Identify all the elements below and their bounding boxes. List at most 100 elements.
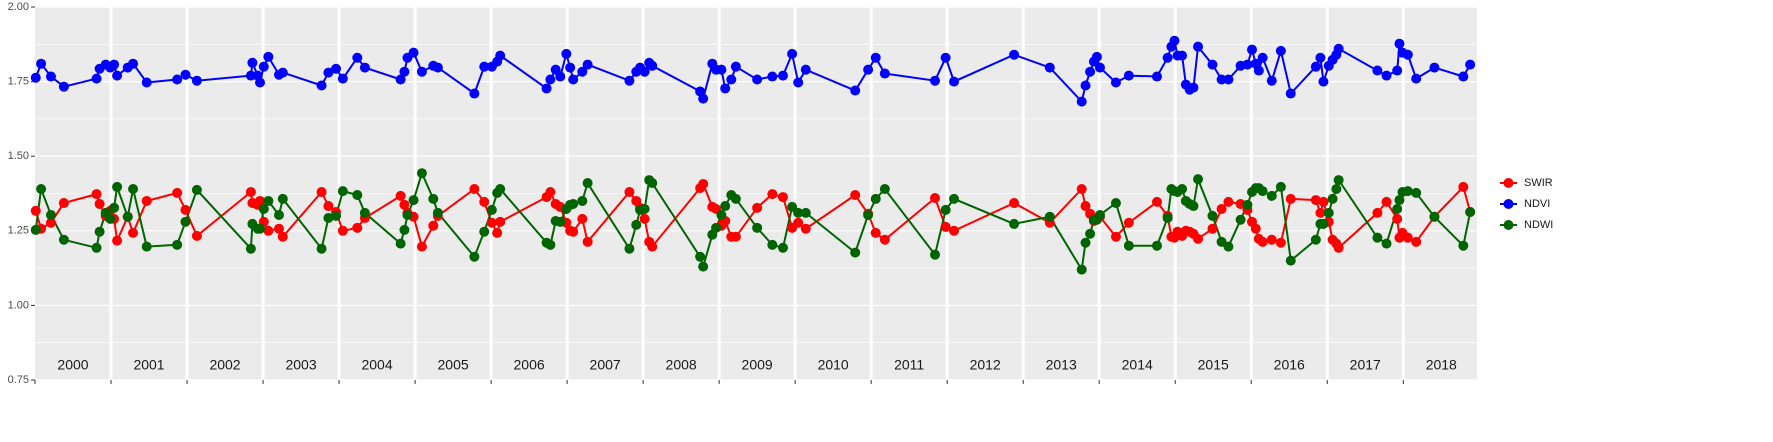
- data-point: [1223, 241, 1234, 252]
- y-tick-label: 1.25: [8, 225, 29, 237]
- data-point: [698, 93, 709, 104]
- data-point: [316, 243, 327, 254]
- data-point: [1411, 236, 1422, 247]
- data-point: [128, 227, 139, 238]
- data-point: [1207, 223, 1218, 234]
- data-point: [399, 224, 410, 235]
- data-point: [45, 217, 56, 228]
- data-point: [800, 223, 811, 234]
- legend-label: NDVI: [1524, 198, 1550, 210]
- data-point: [245, 243, 256, 254]
- data-point: [191, 184, 202, 195]
- data-point: [58, 198, 69, 209]
- y-tick-label: 2.00: [8, 1, 29, 13]
- data-point: [1429, 62, 1440, 73]
- data-point: [1169, 35, 1180, 46]
- data-point: [639, 213, 650, 224]
- data-point: [1257, 186, 1268, 197]
- data-point: [1318, 218, 1329, 229]
- data-point: [323, 201, 334, 212]
- year-label: 2003: [285, 357, 316, 373]
- data-point: [1372, 207, 1383, 218]
- data-point: [800, 207, 811, 218]
- data-point: [1327, 193, 1338, 204]
- data-point: [698, 261, 709, 272]
- data-point: [263, 51, 274, 62]
- data-point: [1392, 65, 1403, 76]
- data-point: [1458, 71, 1469, 82]
- data-point: [1177, 184, 1188, 195]
- data-point: [1177, 50, 1188, 61]
- data-point: [1285, 255, 1296, 266]
- data-point: [245, 70, 256, 81]
- data-point: [352, 52, 363, 63]
- data-point: [777, 192, 788, 203]
- data-point: [263, 225, 274, 236]
- data-point: [109, 202, 120, 213]
- year-label: 2016: [1274, 357, 1305, 373]
- data-point: [561, 48, 572, 59]
- data-point: [395, 190, 406, 201]
- data-point: [1009, 198, 1020, 209]
- data-point: [247, 57, 258, 68]
- data-point: [716, 209, 727, 220]
- data-point: [1188, 82, 1199, 93]
- data-point: [1257, 236, 1268, 247]
- data-point: [1009, 49, 1020, 60]
- data-point: [1076, 96, 1087, 107]
- data-point: [940, 204, 951, 215]
- data-point: [469, 251, 480, 262]
- data-point: [408, 47, 419, 58]
- data-point: [1381, 70, 1392, 81]
- data-point: [1216, 74, 1227, 85]
- data-point: [930, 75, 941, 86]
- data-point: [316, 80, 327, 91]
- data-point: [752, 202, 763, 213]
- data-point: [1085, 66, 1096, 77]
- data-point: [1381, 196, 1392, 207]
- data-point: [577, 195, 588, 206]
- data-point: [1402, 49, 1413, 60]
- data-point: [180, 204, 191, 215]
- data-point: [258, 61, 269, 72]
- data-point: [479, 226, 490, 237]
- data-point: [94, 226, 105, 237]
- data-point: [545, 239, 556, 250]
- data-point: [1151, 196, 1162, 207]
- data-point: [1411, 73, 1422, 84]
- data-point: [469, 184, 480, 195]
- data-point: [416, 66, 427, 77]
- data-point: [1044, 62, 1055, 73]
- data-point: [1402, 232, 1413, 243]
- data-point: [1318, 76, 1329, 87]
- data-point: [331, 210, 342, 221]
- year-label: 2014: [1122, 357, 1153, 373]
- data-point: [1275, 181, 1286, 192]
- data-point: [1091, 51, 1102, 62]
- data-point: [428, 220, 439, 231]
- data-point: [545, 187, 556, 198]
- data-point: [1207, 210, 1218, 221]
- data-point: [1207, 59, 1218, 70]
- year-label: 2018: [1426, 357, 1457, 373]
- data-point: [486, 217, 497, 228]
- data-point: [870, 227, 881, 238]
- data-point: [777, 70, 788, 81]
- data-point: [730, 231, 741, 242]
- data-point: [1257, 52, 1268, 63]
- data-point: [30, 205, 41, 216]
- data-point: [752, 222, 763, 233]
- legend-point: [1503, 199, 1514, 209]
- y-tick-label: 1.75: [8, 76, 29, 88]
- data-point: [568, 198, 579, 209]
- data-point: [112, 235, 123, 246]
- data-point: [695, 251, 706, 262]
- data-point: [777, 242, 788, 253]
- data-point: [1223, 196, 1234, 207]
- data-point: [870, 193, 881, 204]
- data-point: [1315, 207, 1326, 218]
- data-point: [277, 193, 288, 204]
- data-point: [647, 178, 658, 189]
- data-point: [793, 217, 804, 228]
- data-point: [337, 73, 348, 84]
